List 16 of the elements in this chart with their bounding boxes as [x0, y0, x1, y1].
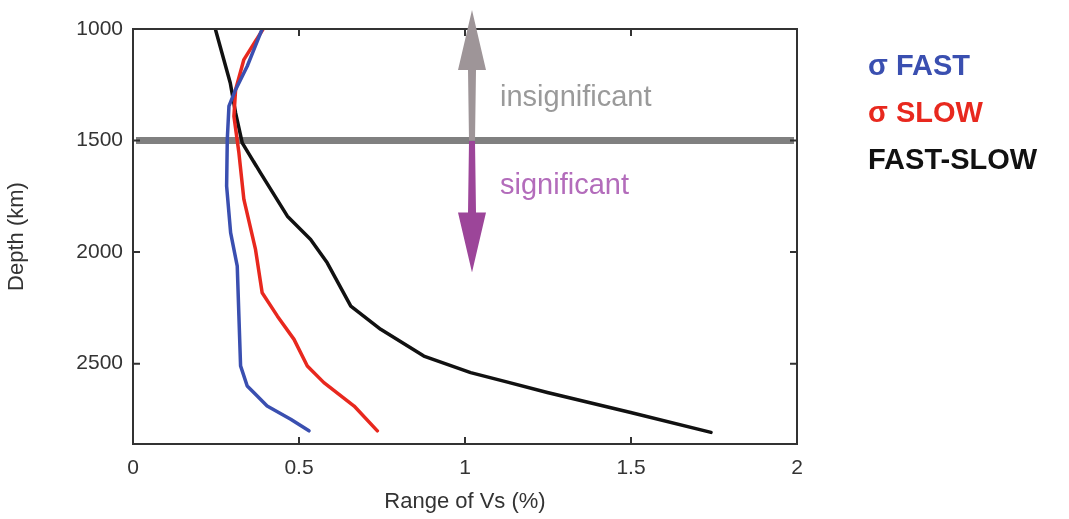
text: σ FAST	[868, 48, 971, 83]
x-axis-title: Range of Vs (%)	[384, 487, 546, 513]
y-axis-title: Depth (km)	[3, 182, 29, 291]
x-tick-label: 0.5	[284, 455, 314, 479]
text: FAST-SLOW	[868, 142, 1038, 177]
annotation: insignificant	[500, 79, 652, 112]
text: σ SLOW	[868, 95, 984, 130]
x-tick-label: 0	[127, 455, 139, 479]
y-tick-label: 2000	[76, 238, 123, 262]
y-tick-label: 2500	[76, 350, 123, 374]
x-tick-label: 1.5	[616, 455, 646, 479]
y-tick-label: 1000	[76, 15, 123, 39]
y-tick-label: 1500	[76, 127, 123, 151]
x-tick-label: 2	[791, 455, 803, 479]
annotation: significant	[500, 167, 629, 200]
x-tick-label: 1	[459, 455, 471, 479]
